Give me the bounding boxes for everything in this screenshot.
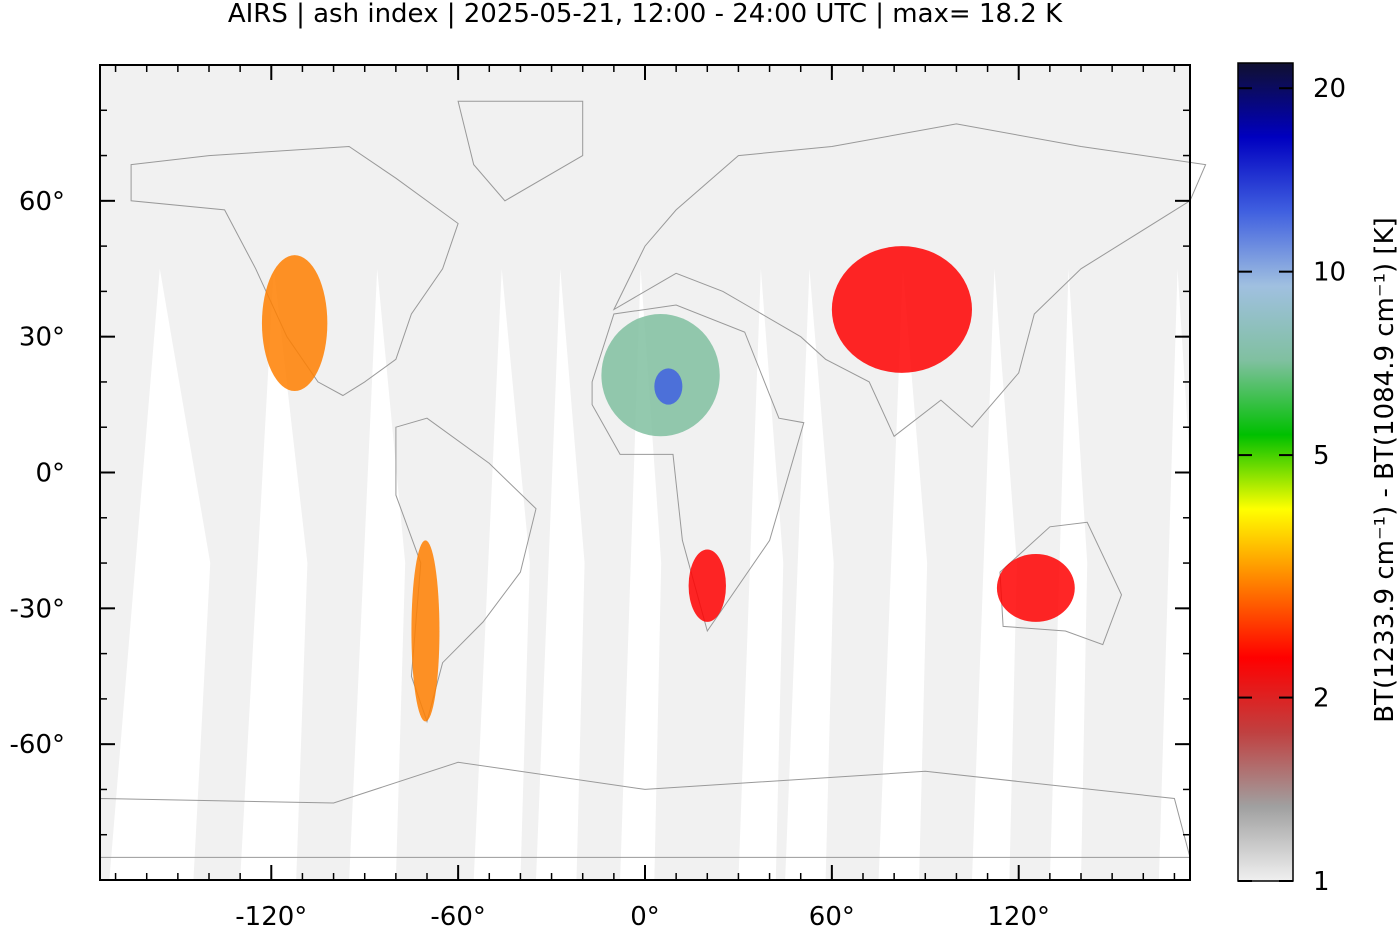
y-tick-label: 30° [19, 323, 65, 353]
swath-gap [972, 268, 1017, 880]
ash-regions [261, 246, 1075, 722]
x-tick-label: 0° [630, 902, 660, 930]
coastlines [99, 100, 1207, 858]
x-tick-label: 60° [809, 902, 855, 930]
colorbar-scale [1237, 62, 1294, 882]
x-tick-label: -60° [430, 902, 485, 930]
map-panel: -120° -60° 0° 60° 120° 60° 30° 0° -30° -60° [10, 64, 1207, 930]
colorbar: 1 2 5 10 20 BT(1233.9 cm⁻¹) - BT(1084.9 cm⁻¹… [1237, 62, 1400, 897]
coastline [591, 304, 805, 633]
chart-title: AIRS | ash index | 2025-05-21, 12:00 - 2… [228, 0, 1063, 29]
swath-gap [349, 268, 406, 880]
ash-region [996, 554, 1075, 622]
coastline [130, 145, 459, 397]
colorbar-tick-label: 2 [1313, 684, 1330, 714]
coastline [457, 100, 584, 202]
y-tick-label: -60° [10, 730, 65, 760]
swath-gap [473, 268, 530, 880]
colorbar-tick-label: 10 [1313, 258, 1346, 288]
y-tick-label: 60° [19, 187, 65, 217]
x-axis-ticks: -120° -60° 0° 60° 120° [235, 65, 1050, 930]
colorbar-tick-label: 1 [1313, 867, 1330, 897]
x-tick-label: 120° [987, 902, 1050, 930]
ash-region [411, 540, 440, 722]
swath-gap [536, 268, 585, 880]
x-tick-label: -120° [235, 902, 307, 930]
y-axis-ticks: 60° 30° 0° -30° -60° [10, 187, 1190, 760]
colorbar-tick-label: 5 [1313, 441, 1330, 471]
coastline [612, 123, 1207, 438]
colorbar-ticks: 1 2 5 10 20 [1238, 74, 1346, 897]
colorbar-label: BT(1233.9 cm⁻¹) - BT(1084.9 cm⁻¹) [K] [1370, 217, 1400, 723]
ash-region [688, 549, 726, 622]
ash-region [654, 368, 683, 405]
y-tick-label: -30° [10, 594, 65, 624]
swath-gap [738, 268, 784, 880]
ash-region [261, 255, 328, 391]
swath-gap [1158, 268, 1197, 880]
swath-gap [109, 268, 211, 880]
swath-gap [240, 268, 308, 880]
y-tick-label: 0° [35, 459, 65, 489]
coastline [395, 417, 537, 724]
ash-region [831, 246, 972, 373]
colorbar-tick-label: 20 [1313, 74, 1346, 104]
swath-gap [878, 268, 928, 880]
coastline [99, 761, 1191, 858]
coastline [999, 521, 1123, 646]
swath-gap [785, 268, 834, 880]
